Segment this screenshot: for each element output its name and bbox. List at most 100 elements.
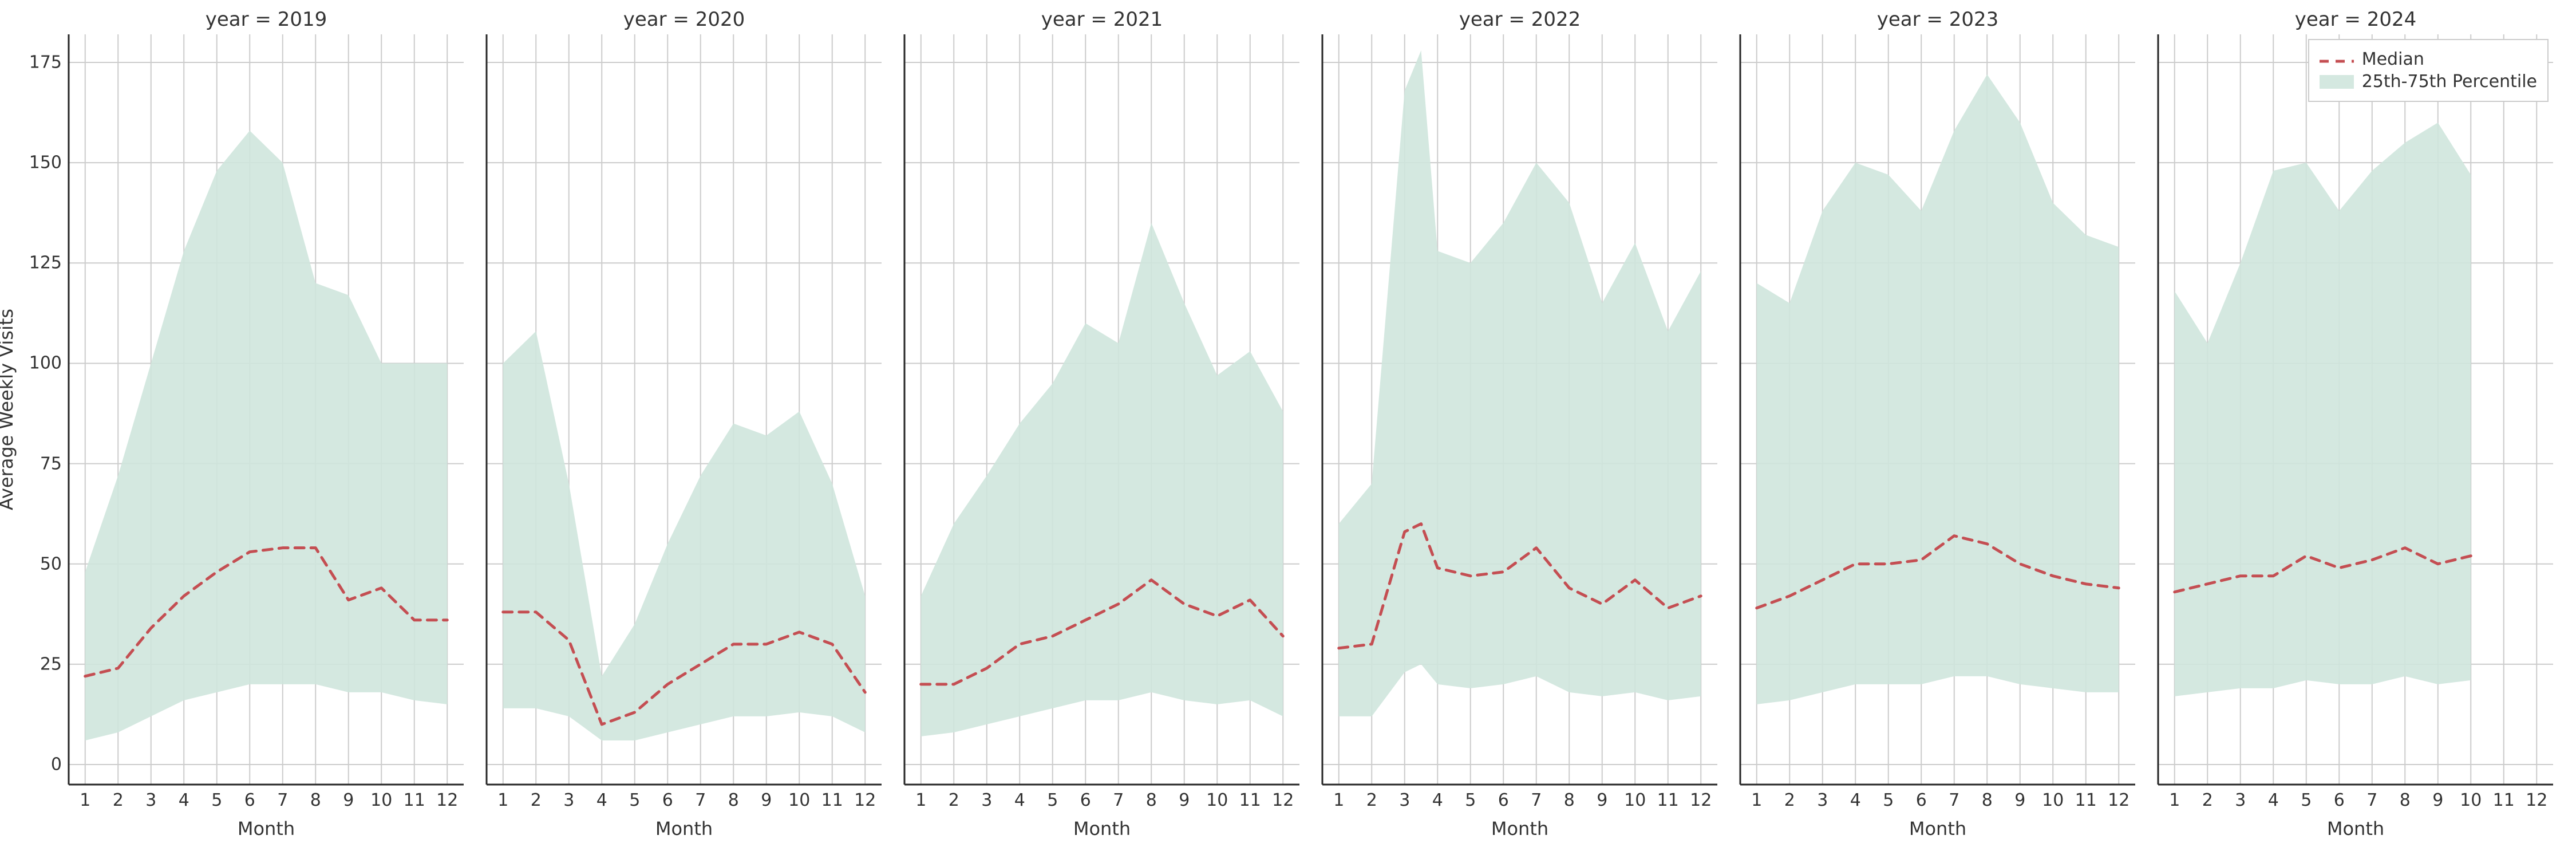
- facet-2024: year = 2024123456789101112MonthMedian25t…: [2158, 0, 2553, 859]
- x-tick-label: 8: [310, 790, 321, 810]
- x-tick-label: 5: [2301, 790, 2312, 810]
- x-tick-label: 4: [596, 790, 607, 810]
- legend: Median 25th-75th Percentile: [2308, 39, 2549, 102]
- x-tick-label: 10: [788, 790, 810, 810]
- x-tick-label: 4: [2268, 790, 2279, 810]
- x-tick-label: 1: [915, 790, 926, 810]
- facet-2022: year = 2022123456789101112Month: [1322, 0, 1717, 859]
- x-tick-label: 10: [2042, 790, 2064, 810]
- x-tick-label: 2: [949, 790, 959, 810]
- legend-label: Median: [2362, 49, 2424, 69]
- x-tick-label: 5: [1047, 790, 1058, 810]
- x-tick-label: 7: [1531, 790, 1542, 810]
- y-tick-label: 25: [40, 654, 62, 674]
- x-tick-label: 8: [1564, 790, 1575, 810]
- iqr-band: [1339, 50, 1701, 716]
- x-tick-label: 6: [1916, 790, 1927, 810]
- x-tick-label: 5: [211, 790, 222, 810]
- legend-swatch-line: [2320, 53, 2354, 66]
- plot-svg: [487, 34, 882, 785]
- x-tick-label: 4: [1432, 790, 1443, 810]
- iqr-band: [921, 223, 1283, 736]
- facet-title: year = 2023: [1740, 8, 2135, 31]
- x-tick-label: 3: [563, 790, 574, 810]
- x-tick-label: 2: [1366, 790, 1377, 810]
- x-tick-label: 7: [277, 790, 288, 810]
- plot-area: [1322, 34, 1717, 785]
- x-tick-label: 12: [1272, 790, 1294, 810]
- plot-area: [1740, 34, 2135, 785]
- y-tick-label: 125: [29, 253, 62, 273]
- plot-area: [69, 34, 464, 785]
- x-tick-label: 7: [1949, 790, 1959, 810]
- y-tick-label: 175: [29, 53, 62, 73]
- x-tick-label: 11: [404, 790, 425, 810]
- x-axis-label: Month: [1073, 818, 1131, 840]
- x-tick-label: 9: [1597, 790, 1607, 810]
- x-tick-label: 7: [1113, 790, 1124, 810]
- iqr-band: [2175, 123, 2471, 696]
- facet-title: year = 2020: [487, 8, 882, 31]
- facet-2019: year = 2019123456789101112Month025507510…: [69, 0, 464, 859]
- x-tick-label: 7: [695, 790, 706, 810]
- x-tick-label: 10: [370, 790, 392, 810]
- y-tick-label: 0: [51, 754, 62, 774]
- x-tick-label: 11: [2493, 790, 2515, 810]
- facet-title: year = 2022: [1322, 8, 1717, 31]
- x-tick-label: 9: [1179, 790, 1190, 810]
- small-multiples-line-charts: year = 2019123456789101112Month025507510…: [0, 0, 2576, 859]
- x-tick-label: 3: [145, 790, 156, 810]
- y-tick-label: 100: [29, 353, 62, 373]
- x-tick-label: 5: [1465, 790, 1476, 810]
- plot-svg: [1322, 34, 1717, 785]
- x-tick-label: 9: [2014, 790, 2025, 810]
- plot-svg: [69, 34, 464, 785]
- y-tick-label: 150: [29, 153, 62, 173]
- x-tick-label: 8: [1146, 790, 1157, 810]
- legend-item-band: 25th-75th Percentile: [2320, 72, 2537, 92]
- x-tick-label: 7: [2366, 790, 2377, 810]
- x-tick-label: 12: [854, 790, 876, 810]
- legend-label: 25th-75th Percentile: [2362, 72, 2537, 92]
- x-tick-label: 3: [1399, 790, 1410, 810]
- x-tick-label: 6: [1498, 790, 1509, 810]
- x-tick-label: 10: [2460, 790, 2482, 810]
- iqr-band: [503, 331, 866, 740]
- x-tick-label: 5: [629, 790, 640, 810]
- facet-2023: year = 2023123456789101112Month: [1740, 0, 2135, 859]
- x-tick-label: 9: [761, 790, 772, 810]
- plot-svg: [2158, 34, 2553, 785]
- x-tick-label: 12: [2526, 790, 2547, 810]
- y-tick-label: 50: [40, 554, 62, 574]
- x-tick-label: 10: [1206, 790, 1228, 810]
- x-tick-label: 5: [1883, 790, 1894, 810]
- facet-title: year = 2024: [2158, 8, 2553, 31]
- x-tick-label: 3: [1817, 790, 1828, 810]
- x-tick-label: 8: [2400, 790, 2411, 810]
- x-tick-label: 11: [1239, 790, 1261, 810]
- x-tick-label: 3: [2235, 790, 2246, 810]
- facet-title: year = 2021: [904, 8, 1299, 31]
- x-axis-label: Month: [1909, 818, 1966, 840]
- x-tick-label: 2: [2202, 790, 2213, 810]
- x-tick-label: 8: [728, 790, 739, 810]
- x-tick-label: 12: [2108, 790, 2129, 810]
- facet-title: year = 2019: [69, 8, 464, 31]
- legend-swatch-area: [2320, 75, 2354, 89]
- x-tick-label: 4: [1850, 790, 1861, 810]
- plot-svg: [904, 34, 1299, 785]
- plot-area: [2158, 34, 2553, 785]
- x-tick-label: 1: [2169, 790, 2180, 810]
- x-tick-label: 2: [531, 790, 542, 810]
- x-tick-label: 6: [244, 790, 255, 810]
- iqr-band: [85, 131, 448, 740]
- facet-2020: year = 2020123456789101112Month: [487, 0, 882, 859]
- x-tick-label: 10: [1624, 790, 1646, 810]
- y-axis-label: Average Weekly Visits: [0, 309, 17, 510]
- x-axis-label: Month: [238, 818, 295, 840]
- x-tick-label: 6: [662, 790, 673, 810]
- x-tick-label: 3: [981, 790, 992, 810]
- legend-item-median: Median: [2320, 49, 2537, 69]
- x-tick-label: 1: [1333, 790, 1344, 810]
- x-tick-label: 12: [436, 790, 458, 810]
